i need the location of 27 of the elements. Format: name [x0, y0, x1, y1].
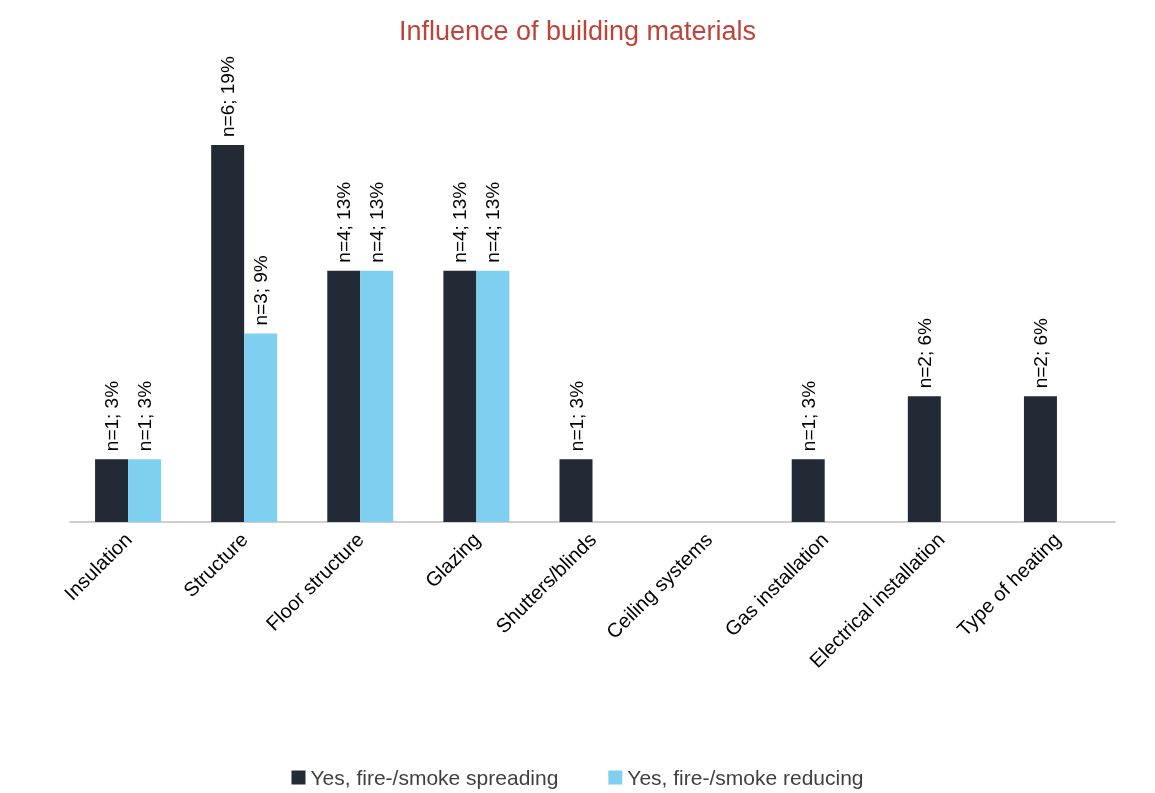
data-label: n=4; 13%	[366, 181, 388, 263]
data-label: n=2; 6%	[1029, 317, 1051, 389]
data-label: n=4; 13%	[449, 181, 471, 263]
data-label: n=1; 3%	[101, 380, 123, 452]
bar	[211, 145, 245, 522]
bar	[791, 459, 825, 522]
bar	[559, 459, 593, 522]
bar	[476, 270, 510, 522]
data-label: n=4; 13%	[482, 181, 504, 263]
chart-title: Influence of building materials	[398, 15, 757, 46]
data-label: n=6; 19%	[217, 56, 239, 137]
bar	[360, 270, 394, 522]
bar	[244, 333, 278, 522]
legend-label: Yes, fire-/smoke reducing	[627, 766, 864, 789]
bar	[327, 270, 361, 522]
bar	[1023, 396, 1057, 522]
data-label: n=1; 3%	[134, 380, 156, 452]
data-label: n=1; 3%	[565, 380, 587, 452]
bar	[443, 270, 477, 522]
legend-label: Yes, fire-/smoke spreading	[310, 766, 559, 789]
bar	[128, 459, 162, 522]
bar	[907, 396, 941, 522]
data-label: n=3; 9%	[250, 255, 272, 326]
data-label: n=4; 13%	[333, 181, 355, 263]
bar	[95, 459, 129, 522]
data-label: n=2; 6%	[913, 317, 935, 389]
data-label: n=1; 3%	[797, 380, 819, 452]
